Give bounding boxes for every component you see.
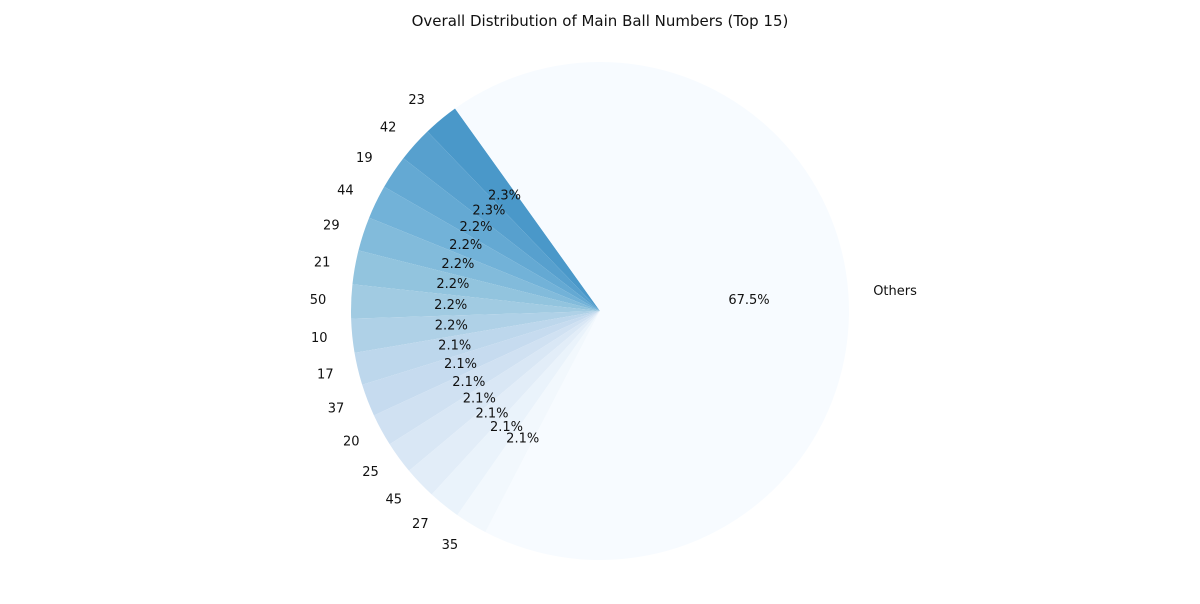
slice-label-35: 35 (442, 538, 459, 553)
pie-slice-23 (427, 108, 600, 311)
slice-label-10: 10 (311, 331, 328, 346)
pie-slice-29 (358, 217, 600, 311)
pie-slice-27 (431, 311, 600, 516)
slice-percent-44: 2.2% (449, 238, 482, 253)
slice-percent-50: 2.2% (434, 298, 467, 313)
pie-slice-25 (389, 311, 600, 471)
slice-label-19: 19 (356, 151, 373, 166)
slice-percent-others: 67.5% (728, 293, 769, 308)
slice-percent-29: 2.2% (441, 257, 474, 272)
pie-slice-50 (351, 284, 600, 319)
pie-slice-10 (351, 311, 600, 353)
slice-percent-45: 2.1% (475, 407, 508, 422)
slice-percent-19: 2.2% (459, 220, 492, 235)
slice-label-17: 17 (317, 367, 334, 382)
pie-slice-42 (403, 131, 600, 311)
slice-percent-27: 2.1% (490, 420, 523, 435)
labels-layer: 23 2.3% 42 2.3% 19 2.2% 44 2.2% 29 2.2% 21 2.2% 50 2.… (310, 93, 917, 553)
slice-percent-35: 2.1% (506, 431, 539, 446)
slice-percent-10: 2.2% (435, 318, 468, 333)
slice-label-21: 21 (314, 255, 331, 270)
slice-label-27: 27 (412, 517, 429, 532)
slice-label-25: 25 (362, 465, 379, 480)
slice-percent-20: 2.1% (452, 375, 485, 390)
slice-percent-37: 2.1% (444, 357, 477, 372)
pie-slice-17 (354, 311, 600, 385)
pie-slice-20 (373, 311, 600, 445)
slice-label-others: Others (873, 284, 917, 299)
slice-label-42: 42 (380, 120, 397, 135)
slice-label-45: 45 (385, 493, 402, 508)
slice-label-20: 20 (343, 435, 360, 450)
pie-slice-45 (409, 311, 600, 495)
chart-title: Overall Distribution of Main Ball Number… (411, 12, 789, 30)
slice-label-44: 44 (337, 184, 354, 199)
slice-percent-23: 2.3% (488, 189, 521, 204)
pie-slice-44 (369, 186, 600, 311)
slice-percent-42: 2.3% (472, 204, 505, 219)
slice-label-23: 23 (408, 93, 425, 108)
slice-percent-25: 2.1% (463, 392, 496, 407)
slices-layer (351, 62, 849, 561)
slice-label-29: 29 (323, 219, 340, 234)
pie-slice-19 (384, 158, 600, 311)
slice-label-37: 37 (328, 402, 345, 417)
slice-label-50: 50 (310, 293, 327, 308)
slice-percent-21: 2.2% (436, 277, 469, 292)
slice-percent-17: 2.1% (438, 338, 471, 353)
pie-slice-21 (352, 250, 600, 311)
pie-slice-35 (457, 311, 600, 533)
pie-slice-37 (362, 311, 600, 416)
pie-slice-others (455, 62, 849, 561)
